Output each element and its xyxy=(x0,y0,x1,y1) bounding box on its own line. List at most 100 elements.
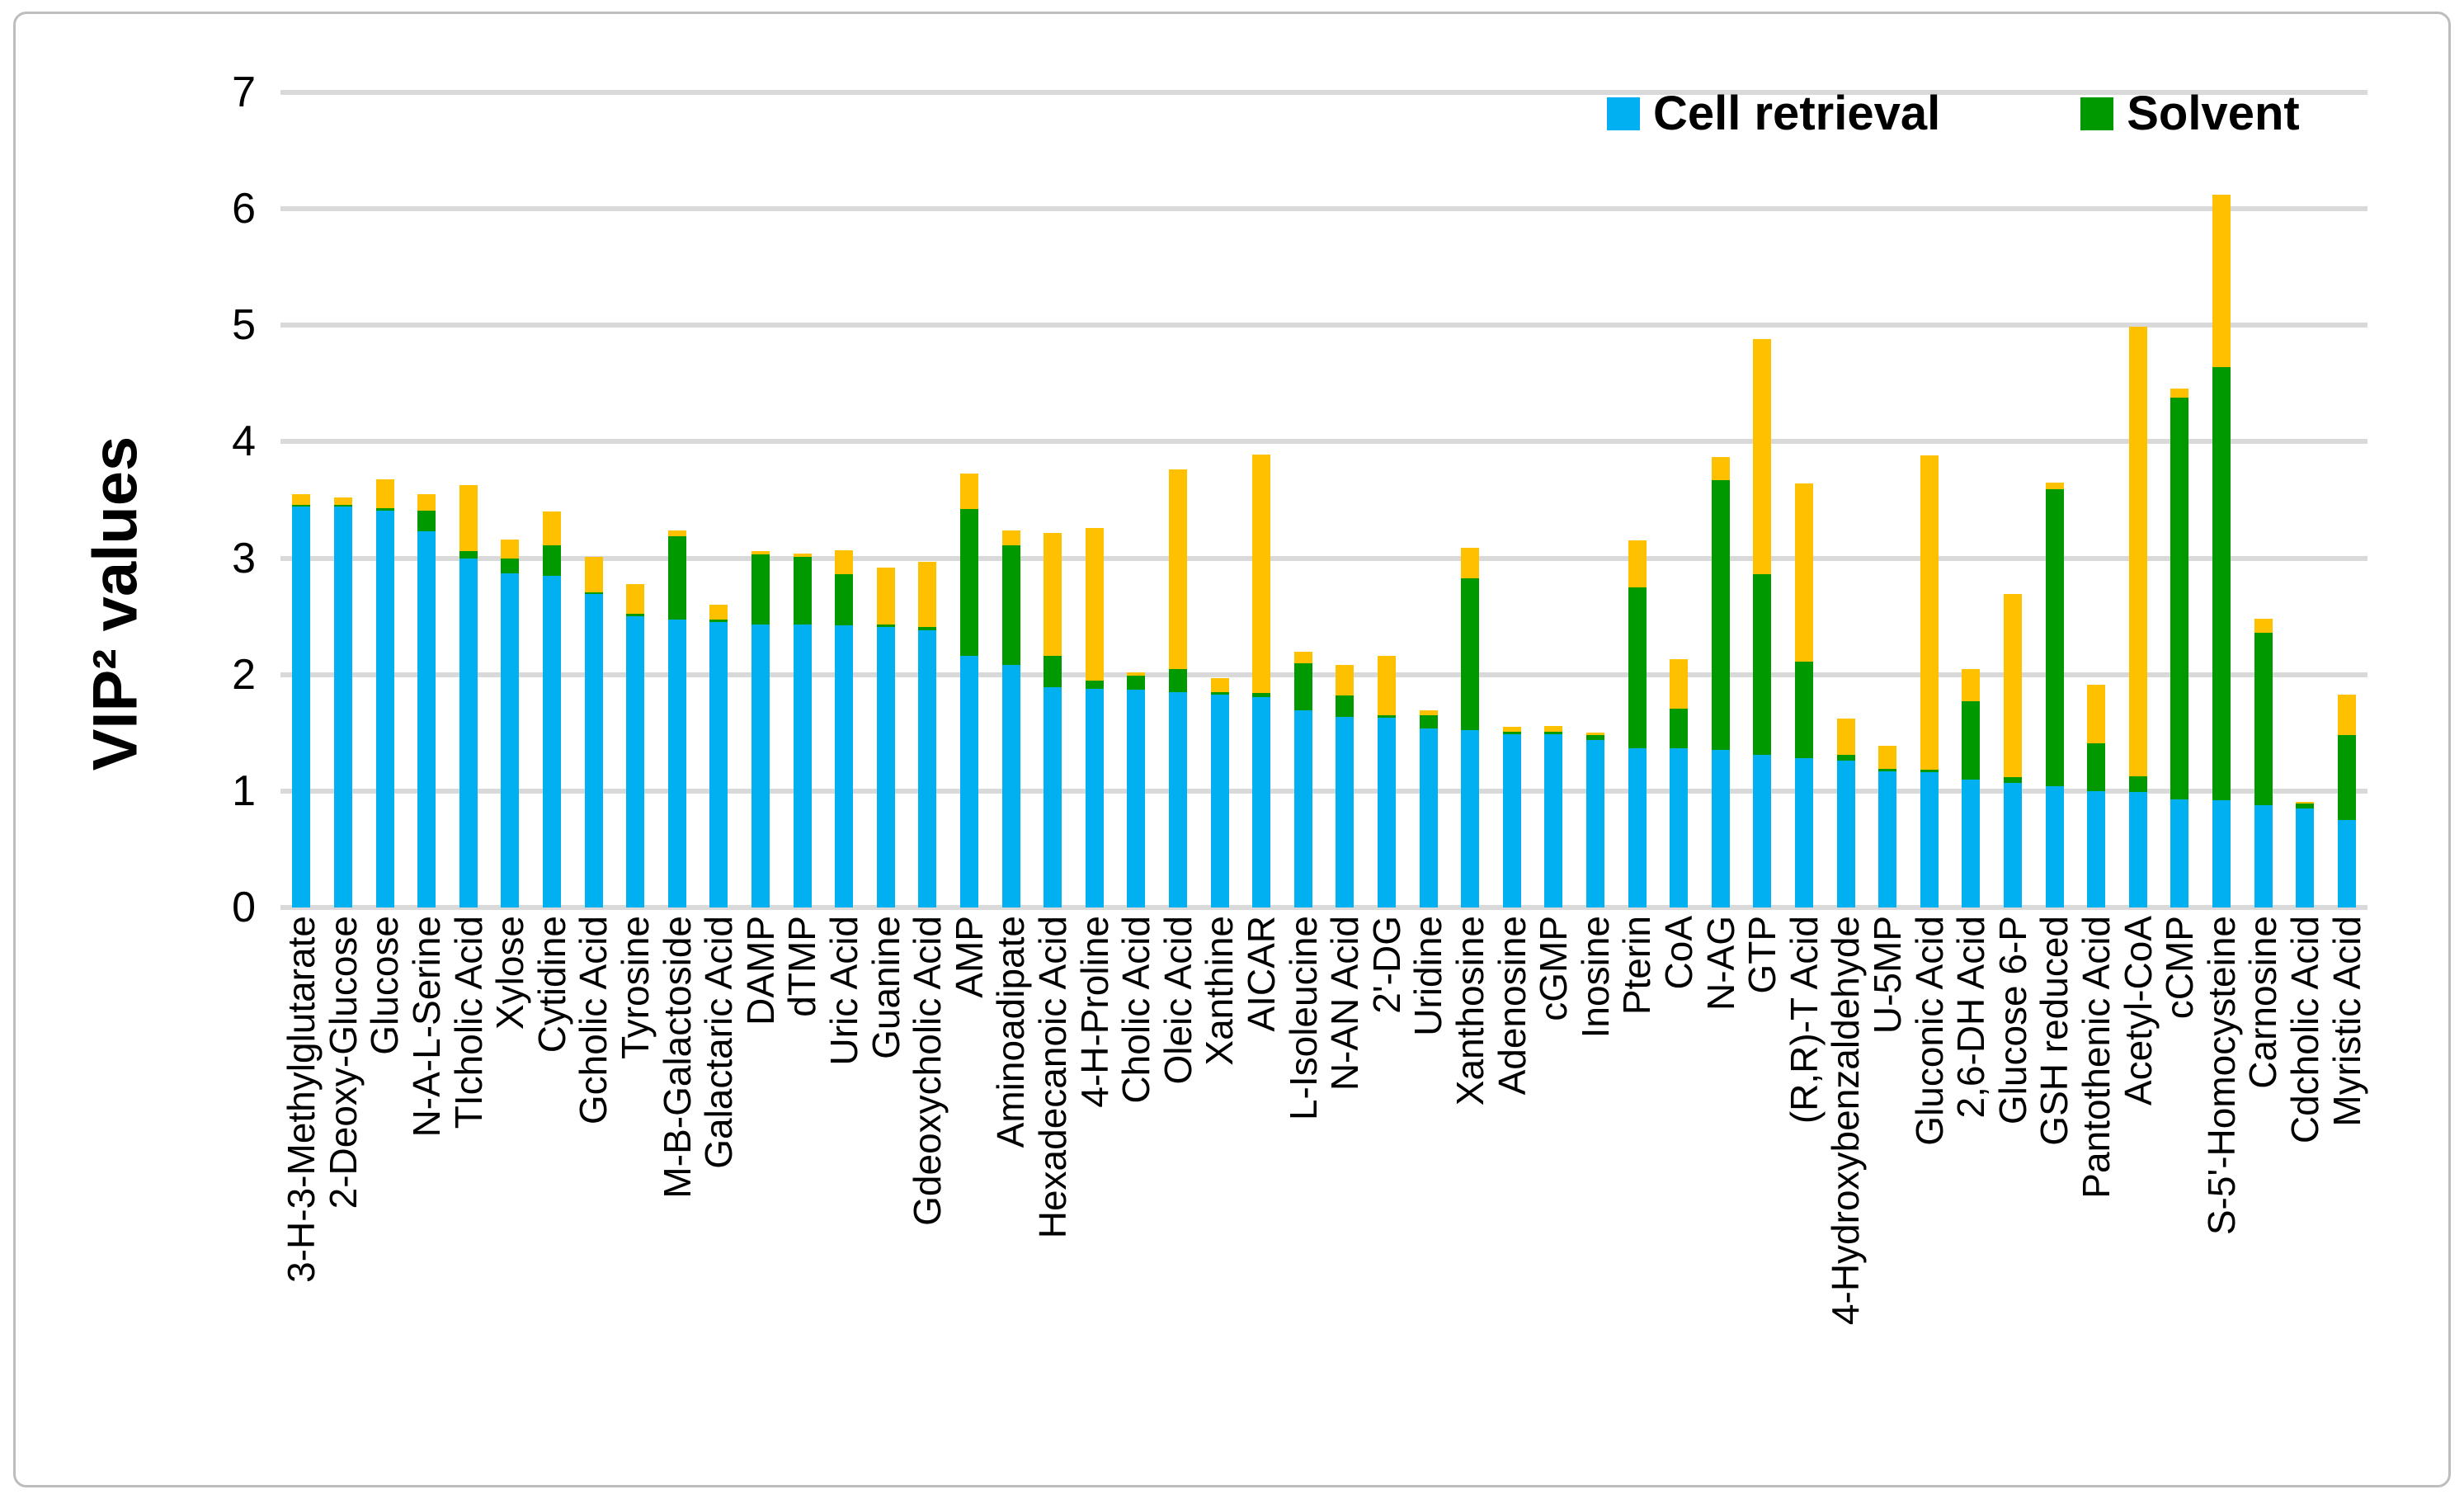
x-axis-label-text: Hexadecanoic Acid xyxy=(1031,916,1075,1239)
x-axis-label: cCMP xyxy=(2158,916,2202,1499)
x-axis-label: M-B-Galactoside xyxy=(655,916,699,1499)
x-axis-label: Uridine xyxy=(1406,916,1450,1499)
x-axis-label-text: Oleic Acid xyxy=(1156,916,1199,1085)
x-axis-label-text: Cholic Acid xyxy=(1114,916,1158,1104)
x-axis-label-text: 2'-DG xyxy=(1364,916,1408,1014)
x-axis-label-text: 4-H-Proline xyxy=(1072,916,1116,1108)
x-axis-label: Galactaric Acid xyxy=(697,916,740,1499)
x-axis-label-text: Inosine xyxy=(1573,916,1617,1039)
legend-label-solvent: Solvent xyxy=(2127,87,2300,140)
x-axis-label: Inosine xyxy=(1573,916,1617,1499)
x-axis-label-text: N-AN Acid xyxy=(1323,916,1367,1091)
x-axis-label-text: 2-Deoxy-Glucose xyxy=(321,916,365,1209)
y-tick-label-0: 0 xyxy=(232,884,256,931)
x-axis-label: 3-H-3-Methylglutarate xyxy=(280,916,323,1499)
legend-item-solvent: Solvent xyxy=(2080,86,2300,141)
x-axis-label: Aminoadipate xyxy=(989,916,1033,1499)
x-axis-label-text: Carnosine xyxy=(2241,916,2285,1089)
x-axis-label: Cdcholic Acid xyxy=(2283,916,2327,1499)
x-axis-label: N-AN Acid xyxy=(1323,916,1367,1499)
x-axis-label: 2'-DG xyxy=(1364,916,1408,1499)
x-axis-label-text: Glucose 6-P xyxy=(1991,916,2034,1125)
legend-item-cell-retrieval: Cell retrieval xyxy=(1607,86,1940,141)
legend-swatch-solvent-icon xyxy=(2080,97,2114,130)
gridline-y5 xyxy=(280,323,2367,328)
y-tick-label-4: 4 xyxy=(232,417,256,466)
y-tick-label-6: 6 xyxy=(232,185,256,233)
gridline-y2 xyxy=(280,672,2367,677)
gridline-y6 xyxy=(280,206,2367,212)
x-axis-label-text: Tyrosine xyxy=(614,916,657,1059)
x-axis-label: Carnosine xyxy=(2241,916,2285,1499)
x-axis-label-text: Gcholic Acid xyxy=(572,916,615,1125)
x-axis-label-text: dTMP xyxy=(780,916,824,1017)
x-axis-label: Pantothenic Acid xyxy=(2075,916,2118,1499)
x-axis-label-text: U-5MP xyxy=(1866,916,1910,1035)
x-axis-label-text: Uric Acid xyxy=(822,916,866,1066)
x-axis-label-text: AMP xyxy=(947,916,991,998)
y-tick-label-5: 5 xyxy=(232,301,256,350)
x-axis-label-text: GSH reduced xyxy=(2033,916,2076,1146)
x-axis-label-text: Guanine xyxy=(864,916,907,1059)
x-axis-label-text: Xanthine xyxy=(1198,916,1241,1066)
x-axis-label-text: Pantothenic Acid xyxy=(2075,916,2118,1199)
legend-swatch-cell-retrieval-icon xyxy=(1607,97,1640,130)
x-axis-label: AMP xyxy=(947,916,991,1499)
y-tick-label-7: 7 xyxy=(232,68,256,117)
y-tick-label-3: 3 xyxy=(232,534,256,582)
x-axis-label-text: cCMP xyxy=(2158,916,2202,1020)
x-axis-label-text: M-B-Galactoside xyxy=(655,916,699,1199)
x-axis-label-text: Adenosine xyxy=(1490,916,1534,1096)
x-axis-label: 4-H-Proline xyxy=(1072,916,1116,1499)
x-axis-label: Cytidine xyxy=(530,916,573,1499)
x-axis-label: Pterin xyxy=(1615,916,1659,1499)
x-axis-label: Cholic Acid xyxy=(1114,916,1158,1499)
x-axis-label-text: DAMP xyxy=(738,916,782,1025)
x-axis-label: U-5MP xyxy=(1866,916,1910,1499)
x-axis-label: Hexadecanoic Acid xyxy=(1031,916,1075,1499)
x-axis-label-text: Aminoadipate xyxy=(989,916,1033,1148)
x-axis-label: Xanthosine xyxy=(1449,916,1491,1499)
gridline-y1 xyxy=(280,788,2367,794)
gridline-y0 xyxy=(280,905,2367,910)
x-axis-label: L-Isoleucine xyxy=(1281,916,1325,1499)
gridline-y3 xyxy=(280,555,2367,561)
x-axis-label: cGMP xyxy=(1532,916,1576,1499)
x-axis-label: Xylose xyxy=(488,916,531,1499)
x-axis-label: AICAR xyxy=(1240,916,1283,1499)
x-axis-label-text: Myristic Acid xyxy=(2325,916,2368,1127)
figure-border xyxy=(13,12,2451,1487)
x-axis-label-text: Cytidine xyxy=(530,916,573,1054)
x-axis-label: Acetyl-CoA xyxy=(2116,916,2160,1499)
x-axis-label-text: Uridine xyxy=(1406,916,1450,1036)
legend-label-cell-retrieval: Cell retrieval xyxy=(1653,87,1941,140)
x-axis-label-text: Acetyl-CoA xyxy=(2116,916,2160,1106)
x-axis-label: TIcholic Acid xyxy=(447,916,490,1499)
gridline-y4 xyxy=(280,439,2367,445)
x-axis-label: GSH reduced xyxy=(2033,916,2075,1499)
x-axis-label: Gcholic Acid xyxy=(572,916,615,1499)
x-axis-label-text: N-AG xyxy=(1698,916,1742,1011)
x-axis-label-text: L-Isoleucine xyxy=(1281,916,1325,1121)
y-axis-title: VIP² values xyxy=(80,436,151,771)
x-axis-label-text: N-A-L-Serine xyxy=(405,916,449,1138)
x-axis-label: Guanine xyxy=(865,916,907,1499)
x-axis-label-text: Cdcholic Acid xyxy=(2283,916,2327,1144)
x-axis-label: dTMP xyxy=(780,916,824,1499)
x-axis-label: Adenosine xyxy=(1490,916,1534,1499)
x-axis-label-text: cGMP xyxy=(1532,916,1576,1021)
x-axis-label: Tyrosine xyxy=(614,916,657,1499)
y-tick-label-2: 2 xyxy=(232,650,256,699)
x-axis-label-text: 3-H-3-Methylglutarate xyxy=(280,916,323,1283)
x-axis-label: Oleic Acid xyxy=(1157,916,1199,1499)
x-axis-label-text: Pterin xyxy=(1615,916,1659,1016)
x-axis-label: 4-Hydroxybenzaldehyde xyxy=(1824,916,1868,1499)
x-axis-label: Glucose 6-P xyxy=(1991,916,2034,1499)
x-axis-label: S-5'-Homocysteine xyxy=(2200,916,2243,1499)
x-axis-label: DAMP xyxy=(738,916,782,1499)
x-axis-label-text: GTP xyxy=(1741,916,1784,994)
x-axis-label-text: 4-Hydroxybenzaldehyde xyxy=(1824,916,1868,1326)
x-axis-label-text: (R,R)-T Acid xyxy=(1782,916,1826,1124)
x-axis-label-text: Gluconic Acid xyxy=(1907,916,1951,1146)
